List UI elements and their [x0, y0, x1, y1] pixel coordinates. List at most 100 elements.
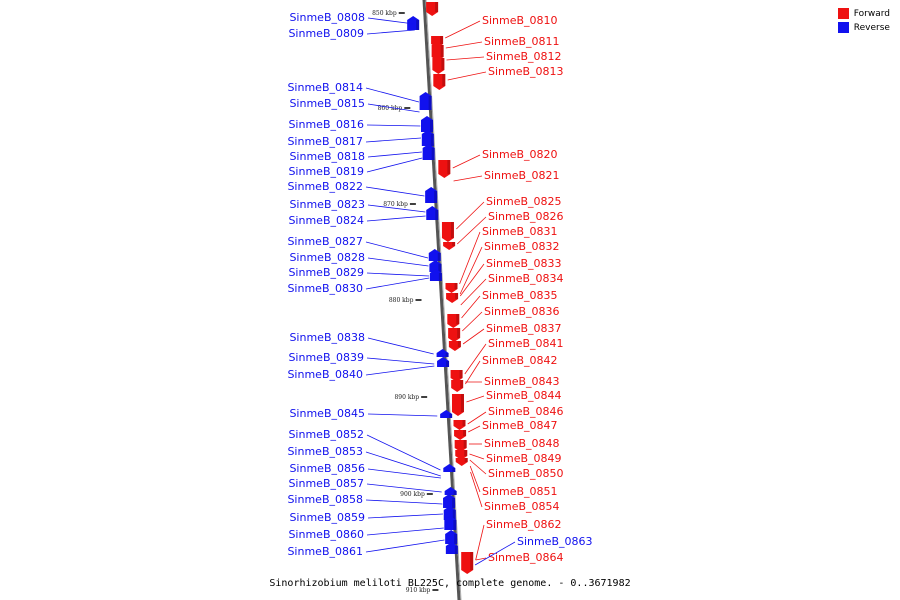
forward-gene-label: SinmeB_0841 [488, 337, 564, 350]
reverse-gene-label: SinmeB_0852 [288, 428, 364, 441]
label-leader-line [446, 56, 485, 61]
forward-gene-block [441, 222, 454, 242]
label-leader-line [469, 453, 485, 460]
forward-gene-block [448, 328, 461, 342]
label-leader-line [365, 241, 429, 259]
forward-gene-block [461, 552, 474, 574]
label-leader-line [365, 539, 445, 553]
forward-gene-block [454, 430, 467, 440]
reverse-gene-block [428, 249, 441, 261]
reverse-label: Reverse [853, 22, 890, 33]
label-leader-line [452, 154, 481, 169]
reverse-gene-label: SinmeB_0808 [289, 11, 365, 24]
reverse-gene-block [436, 349, 449, 357]
reverse-gene-block [429, 260, 442, 272]
tick-label: 850 kbp [372, 10, 397, 17]
tick-label: 860 kbp [378, 105, 403, 112]
forward-gene-label: SinmeB_0820 [482, 148, 558, 161]
reverse-gene-label: SinmeB_0829 [288, 266, 364, 279]
gene-labels: SinmeB_0810 SinmeB_0811 SinmeB_0812 SinmeB_… [287, 11, 593, 566]
label-leader-line [475, 557, 487, 561]
reverse-gene-block [443, 494, 456, 508]
label-leader-line [367, 257, 429, 267]
forward-gene-label: SinmeB_0849 [486, 452, 562, 465]
forward-gene-block [431, 45, 444, 61]
reverse-gene-block [445, 542, 458, 554]
reverse-gene-label: SinmeB_0823 [289, 198, 365, 211]
forward-swatch [837, 8, 849, 19]
forward-gene-label: SinmeB_0864 [488, 551, 564, 564]
forward-gene-block [433, 74, 446, 90]
forward-gene-label: SinmeB_0810 [482, 14, 558, 27]
label-leader-line [469, 465, 481, 493]
reverse-gene-label: SinmeB_0859 [289, 511, 365, 524]
label-leader-line [367, 151, 422, 158]
label-leader-line [456, 201, 485, 230]
forward-gene-label: SinmeB_0826 [488, 210, 564, 223]
forward-gene-block [454, 440, 467, 452]
reverse-gene-block [421, 116, 433, 132]
label-leader-line [366, 357, 435, 365]
forward-gene-label: SinmeB_0833 [486, 257, 562, 270]
legend: Forward Reverse [837, 8, 890, 36]
label-leader-line [475, 524, 485, 561]
label-leader-line [365, 451, 441, 477]
label-leader-line [365, 137, 422, 143]
reverse-gene-block [444, 516, 457, 530]
tick-label: 900 kbp [400, 491, 425, 498]
forward-gene-block [455, 458, 468, 466]
label-leader-line [459, 263, 485, 297]
forward-gene-label: SinmeB_0848 [484, 437, 560, 450]
reverse-gene-label: SinmeB_0853 [287, 445, 363, 458]
label-leader-line [366, 483, 442, 493]
tick-label: 880 kbp [389, 297, 414, 304]
forward-gene-label: SinmeB_0832 [484, 240, 560, 253]
label-leader-line [474, 541, 516, 566]
reverse-gene-block [437, 357, 450, 367]
reverse-gene-label: SinmeB_0838 [289, 331, 365, 344]
forward-gene-label: SinmeB_0862 [486, 518, 562, 531]
forward-gene-label: SinmeB_0834 [488, 272, 564, 285]
reverse-gene-block [440, 410, 453, 418]
label-leader-line [461, 295, 481, 319]
reverse-gene-block [421, 130, 434, 146]
reverse-gene-block [425, 187, 438, 203]
label-leader-line [365, 186, 425, 197]
backbone-highlight [425, 0, 462, 600]
reverse-gene-label: SinmeB_0809 [288, 27, 364, 40]
forward-gene-block [438, 160, 451, 178]
forward-gene-label: SinmeB_0843 [484, 375, 560, 388]
reverse-gene-label: SinmeB_0816 [288, 118, 364, 131]
forward-gene-label: SinmeB_0836 [484, 305, 560, 318]
label-leader-line [366, 434, 441, 471]
forward-gene-label: SinmeB_0811 [484, 35, 560, 48]
label-leader-line [367, 17, 415, 25]
reverse-gene-label: SinmeB_0828 [289, 251, 365, 264]
gene-features [407, 2, 474, 574]
label-leader-line [367, 513, 444, 519]
reverse-gene-block [422, 144, 435, 160]
reverse-gene-block [426, 206, 439, 220]
reverse-gene-block [407, 16, 420, 30]
label-leader-line [462, 311, 483, 332]
reverse-gene-label: SinmeB_0824 [288, 214, 364, 227]
forward-gene-block [450, 370, 463, 382]
forward-gene-block [426, 2, 439, 16]
map-caption: Sinorhizobium meliloti BL225C, complete … [269, 578, 631, 589]
reverse-gene-label: SinmeB_0818 [289, 150, 365, 163]
reverse-gene-label: SinmeB_0827 [287, 235, 363, 248]
label-leader-line [366, 29, 415, 35]
reverse-swatch [837, 22, 849, 33]
forward-gene-block [443, 242, 456, 250]
forward-gene-block [446, 293, 459, 303]
forward-gene-label: SinmeB_0851 [482, 485, 558, 498]
tick-label: 890 kbp [394, 394, 419, 401]
reverse-gene-label: SinmeB_0839 [288, 351, 364, 364]
reverse-gene-block [443, 506, 456, 520]
reverse-gene-label: SinmeB_0830 [287, 282, 363, 295]
reverse-gene-label: SinmeB_0856 [289, 462, 365, 475]
tick-label: 910 kbp [406, 587, 431, 594]
reverse-gene-block [443, 464, 456, 472]
forward-gene-block [451, 380, 464, 392]
label-leader-line [366, 272, 430, 277]
